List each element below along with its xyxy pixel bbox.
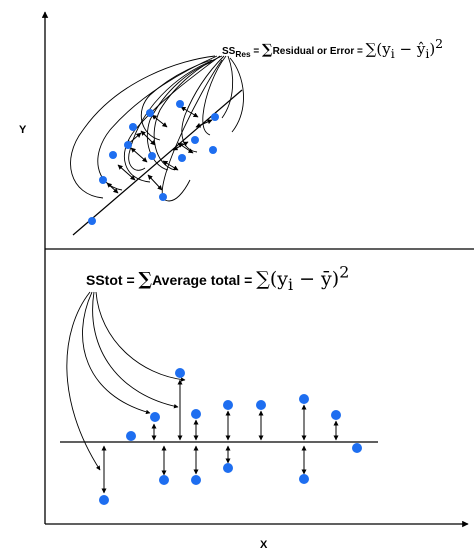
- data-point: [129, 123, 137, 131]
- minus-sign: −: [394, 40, 417, 58]
- average-text: Average total =: [152, 272, 257, 288]
- data-point: [148, 152, 156, 160]
- y-axis-label: Y: [19, 124, 27, 136]
- data-point: [191, 475, 201, 485]
- data-point: [211, 113, 219, 121]
- axes: [41, 11, 474, 528]
- residual-arrows: [106, 106, 213, 194]
- residual-text: Residual or Error =: [272, 46, 366, 57]
- data-point: [331, 410, 341, 420]
- top-panel: [70, 55, 244, 236]
- data-point: [256, 400, 266, 410]
- ss-res-label: SS: [222, 46, 236, 57]
- data-point: [209, 146, 217, 154]
- loop-curve: [221, 55, 234, 119]
- residual-loops: [70, 55, 244, 202]
- callout-arrows: [66, 291, 186, 471]
- total-equation: SStot = ∑Average total = ∑(yi − ȳ)2: [86, 264, 349, 292]
- loop-curve: [202, 55, 227, 136]
- double-arrow-icon: [162, 160, 179, 171]
- loop-curve: [123, 55, 221, 183]
- sigma-icon: ∑: [138, 269, 153, 290]
- y-hat: ŷ: [416, 40, 426, 58]
- data-point: [223, 400, 233, 410]
- data-point: [191, 409, 201, 419]
- ss-res-subscript: Res: [235, 49, 251, 59]
- data-point: [99, 176, 107, 184]
- data-point: [150, 412, 160, 422]
- curved-arrow-icon: [66, 291, 101, 471]
- residual-formula: ∑(yi − ŷi)2: [365, 37, 443, 61]
- double-arrow-icon: [195, 119, 213, 128]
- minus-sign: −: [293, 268, 322, 290]
- residual-equation: SSRes = ∑Residual or Error = ∑(yi − ŷi)2: [222, 37, 443, 61]
- loop-curve: [70, 55, 216, 199]
- double-arrow-icon: [117, 164, 136, 181]
- bottom-data-points: [99, 368, 362, 505]
- sigma-icon: ∑: [262, 42, 273, 58]
- data-point: [109, 151, 117, 159]
- subscript-i: i: [287, 274, 294, 294]
- data-point: [299, 394, 309, 404]
- top-data-points: [88, 100, 219, 225]
- double-arrow-icon: [180, 106, 199, 118]
- sum-symbol: ∑: [256, 268, 270, 290]
- loop-curve: [161, 59, 223, 202]
- equals-sign: =: [250, 46, 263, 57]
- double-arrow-icon: [151, 114, 168, 128]
- curved-arrow-icon: [92, 291, 179, 409]
- data-point: [191, 136, 199, 144]
- data-point: [176, 100, 184, 108]
- double-arrow-icon: [106, 182, 119, 194]
- loop-curve: [146, 61, 213, 171]
- data-point: [159, 193, 167, 201]
- double-arrow-icon: [147, 174, 163, 191]
- data-point: [175, 368, 185, 378]
- total-formula: ∑(yi − ȳ)2: [256, 264, 349, 292]
- loop-curve: [229, 57, 244, 133]
- double-arrow-icon: [130, 147, 148, 163]
- double-arrow-icon: [172, 141, 189, 151]
- data-point: [99, 495, 109, 505]
- curved-arrow-icon: [82, 291, 151, 415]
- x-axis-label: X: [260, 539, 268, 551]
- exponent: 2: [339, 262, 350, 282]
- data-point: [124, 141, 132, 149]
- close-paren: ): [429, 40, 436, 58]
- equals-sign: =: [122, 272, 139, 288]
- data-point: [299, 474, 309, 484]
- close-paren: ): [331, 268, 340, 290]
- loop-curve: [140, 59, 213, 141]
- data-point: [146, 109, 154, 117]
- formula-body: (y: [269, 268, 288, 290]
- data-point: [352, 443, 362, 453]
- formula-body: (y: [376, 40, 391, 58]
- data-point: [223, 463, 233, 473]
- data-point: [159, 475, 169, 485]
- subscript-i: i: [425, 46, 430, 61]
- exponent: 2: [435, 36, 444, 51]
- sum-symbol: ∑: [365, 40, 377, 58]
- data-point: [88, 217, 96, 225]
- double-arrow-icon: [140, 130, 156, 146]
- bottom-panel: [60, 291, 378, 505]
- sstot-label: SStot: [86, 272, 123, 288]
- y-bar: ȳ: [321, 268, 332, 290]
- subscript-i: i: [390, 46, 395, 61]
- curved-arrow-icon: [95, 291, 186, 382]
- loop-curve: [97, 55, 218, 191]
- data-point: [126, 431, 136, 441]
- data-point: [178, 154, 186, 162]
- deviation-arrows: [101, 379, 339, 494]
